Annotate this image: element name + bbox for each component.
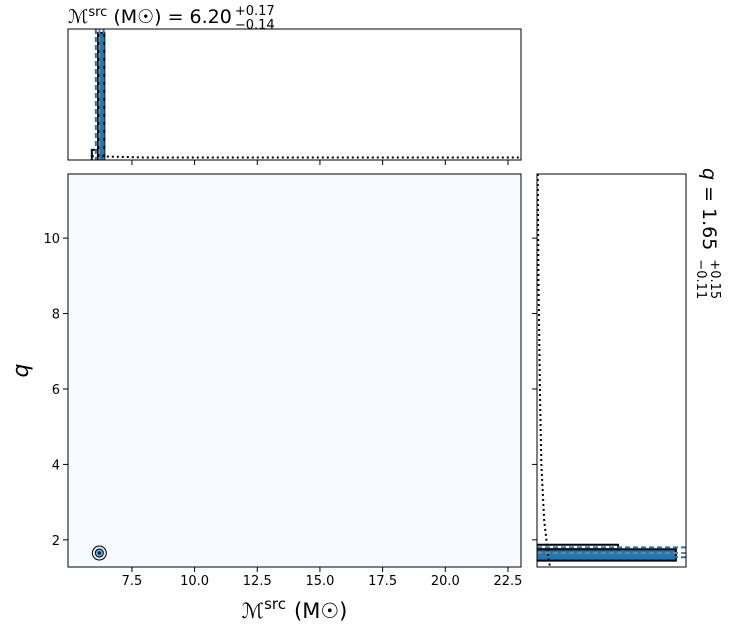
prior-line bbox=[536, 173, 552, 568]
axes-frame bbox=[67, 28, 522, 161]
x-tick-label: 10.0 bbox=[180, 574, 209, 589]
y-tick-label: 8 bbox=[52, 308, 60, 323]
summary-minus: −0.14 bbox=[235, 18, 275, 33]
prior-line bbox=[91, 155, 521, 159]
summary-sep: = bbox=[698, 186, 720, 202]
x-label-sup: src bbox=[264, 595, 286, 613]
x-tick-label: 15.0 bbox=[305, 574, 334, 589]
hist-fill bbox=[98, 32, 105, 160]
x-tick-label: 20.0 bbox=[431, 574, 460, 589]
x-tick-label: 22.5 bbox=[493, 574, 522, 589]
summary-sep: = bbox=[168, 6, 184, 28]
summary-sup: src bbox=[88, 5, 107, 20]
x-label-unit: (M☉) bbox=[294, 599, 347, 623]
y-tick-label: 10 bbox=[43, 232, 60, 247]
x-axis-label: ℳsrc (M☉) bbox=[242, 595, 348, 623]
peak-point bbox=[97, 551, 102, 555]
y-axis-label: q bbox=[9, 363, 34, 377]
density-background bbox=[68, 174, 521, 567]
x-tick-label: 7.5 bbox=[122, 574, 143, 589]
y-tick-label: 2 bbox=[52, 534, 60, 549]
x-summary: ℳsrc (M☉) = 6.20 +0.17−0.14 bbox=[68, 4, 275, 33]
summary-symbol: q bbox=[698, 168, 720, 180]
summary-title: ℳsrc (M☉) = 6.20 bbox=[68, 5, 232, 29]
y-summary: q = 1.65 +0.15−0.11 bbox=[693, 168, 722, 299]
summary-plus: +0.17 bbox=[235, 4, 275, 19]
summary-symbol: ℳ bbox=[68, 6, 88, 28]
summary-unit: (M☉) bbox=[113, 6, 161, 28]
summary-title: q = 1.65 bbox=[698, 168, 720, 250]
summary-value: 1.65 bbox=[698, 208, 720, 250]
axes-frame bbox=[536, 173, 687, 568]
x-label-symbol: ℳ bbox=[242, 599, 264, 623]
summary-plus: +0.15 bbox=[707, 259, 722, 299]
axes-frame bbox=[67, 173, 522, 568]
x-tick-label: 12.5 bbox=[243, 574, 272, 589]
y-tick-label: 6 bbox=[52, 383, 60, 398]
y-tick-label: 4 bbox=[52, 458, 60, 473]
x-tick-label: 17.5 bbox=[368, 574, 397, 589]
summary-minus: −0.11 bbox=[693, 259, 708, 299]
hist-fill bbox=[537, 549, 676, 561]
summary-value: 6.20 bbox=[190, 6, 232, 28]
